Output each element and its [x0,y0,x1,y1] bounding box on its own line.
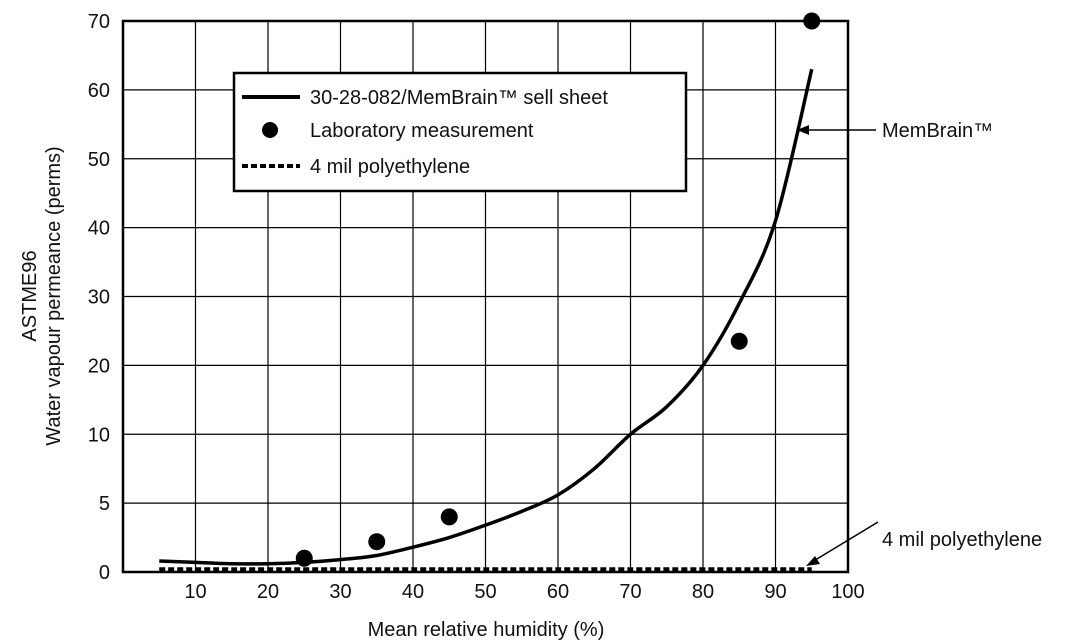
y-tick-label: 0 [99,562,110,584]
y-tick-label: 5 [99,493,110,515]
x-tick-label: 10 [184,581,206,603]
legend-entry-laboratory: Laboratory measurement [310,120,534,142]
annotation-polyethylene: 4 mil polyethylene [882,529,1042,551]
y-tick-label: 70 [88,11,110,33]
data-point-laboratory [368,533,386,551]
y-tick-label: 20 [88,355,110,377]
x-tick-label: 70 [619,581,641,603]
axes [121,19,850,574]
y-tick-label: 50 [88,149,110,171]
y-tick-label: 40 [88,218,110,240]
x-axis-label: Mean relative humidity (%) [368,619,605,641]
x-tick-label: 60 [547,581,569,603]
data-point-laboratory [730,332,748,350]
y-axis-label-line-2: Water vapour permeance (perms) [43,146,65,445]
y-axis-label-line-1: ASTME96 [19,250,41,341]
annotation-membrain: MemBrain™ [882,120,993,142]
series-layer [159,12,821,572]
legend-entry-sell-sheet: 30-28-082/MemBrain™ sell sheet [310,87,608,109]
y-tick-label: 60 [88,80,110,102]
data-point-laboratory [440,508,458,526]
y-tick-label: 10 [88,424,110,446]
legend: 30-28-082/MemBrain™ sell sheet Laborator… [232,71,688,193]
legend-entry-polyethylene: 4 mil polyethylene [310,156,470,178]
legend-box [232,71,688,193]
x-tick-label: 80 [692,581,714,603]
annotation-arrowhead-polyethylene [806,556,820,566]
legend-swatch-point [262,122,278,138]
plot-frame [121,19,850,574]
x-tick-label: 90 [764,581,786,603]
x-tick-label: 40 [402,581,424,603]
x-tick-label: 100 [831,581,864,603]
x-tick-label: 30 [329,581,351,603]
x-tick-label: 20 [257,581,279,603]
y-tick-label: 30 [88,287,110,309]
tick-labels: 10 20 30 40 50 60 70 80 90 100 0 5 10 20 30 40 50 60 70 [88,11,865,603]
series-line-sell-sheet [159,68,814,566]
data-point-laboratory [295,549,313,567]
annotations: MemBrain™ 4 mil polyethylene [797,120,1042,566]
annotation-arrow-polyethylene [811,521,879,563]
x-tick-label: 50 [474,581,496,603]
annotation-arrowhead-membrain [797,125,809,135]
